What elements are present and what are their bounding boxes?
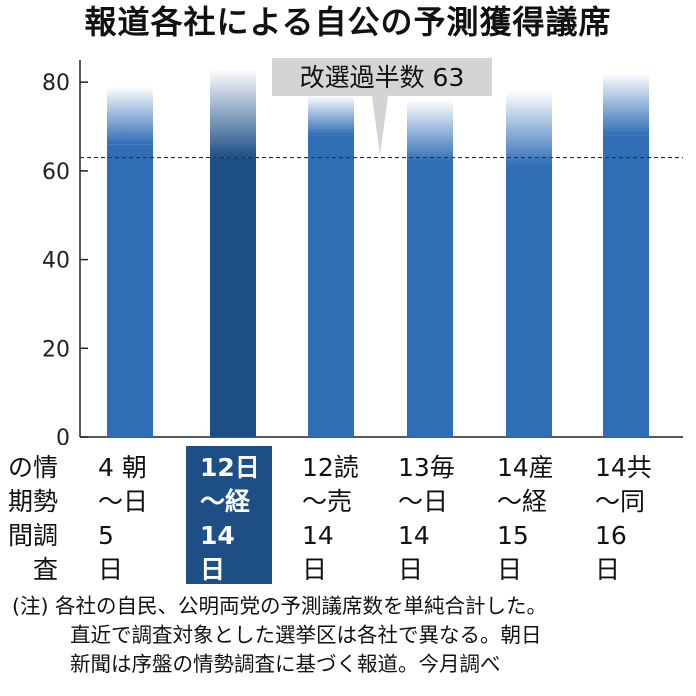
bar-solid-0 xyxy=(107,144,153,438)
row-header-line-1: の情 xyxy=(8,453,59,482)
row-header-line-4: 査 xyxy=(8,555,59,584)
y-tick-label-80: 80 xyxy=(42,71,70,96)
chart-title: 報道各社による自公の予測獲得議席 xyxy=(84,3,612,41)
category-label-nikkei: 12日 〜経 14 日 xyxy=(200,453,260,584)
row-header-line-2: 期勢 xyxy=(8,487,59,516)
category-label-yomiuri: 12読 〜売 14 日 xyxy=(302,453,359,584)
footnote: (注) 各社の自民、公明両党の予測議席数を単純合計した。 直近で調査対象とした選… xyxy=(12,592,547,679)
bar-solid-5 xyxy=(603,135,649,437)
footnote-line-3: 新聞は序盤の情勢調査に基づく報道。今月調べ xyxy=(70,652,501,676)
bars xyxy=(107,68,649,438)
bar-solid-3 xyxy=(407,162,453,437)
y-tick-label-0: 0 xyxy=(56,426,70,445)
footnote-line-1: (注) 各社の自民、公明両党の予測議席数を単純合計した。 xyxy=(12,594,548,618)
category-label-kyodo: 14共 〜同 16 日 xyxy=(595,453,652,584)
highlight-column-box xyxy=(186,446,272,584)
survey-period-header: の情 期勢 間調 査 xyxy=(8,451,58,587)
y-tick-label-40: 40 xyxy=(42,249,70,274)
bar-solid-4 xyxy=(506,166,552,437)
bar-range-4 xyxy=(506,91,552,167)
bar-range-2 xyxy=(308,95,354,136)
bar-range-3 xyxy=(407,99,453,163)
bar-chart: 0 20 40 60 80 改選過半数 63 xyxy=(42,58,683,445)
bar-range-5 xyxy=(603,73,649,136)
row-header-line-3: 間調 xyxy=(8,521,59,550)
majority-callout: 改選過半数 63 xyxy=(272,58,492,156)
bar-range-0 xyxy=(107,86,153,145)
bar-solid-1 xyxy=(210,157,256,437)
bar-range-1 xyxy=(210,68,256,158)
category-label-asahi: 4 朝〜日 5 日 xyxy=(98,453,149,584)
bar-solid-2 xyxy=(308,135,354,437)
category-label-mainichi: 13毎 〜日 14 日 xyxy=(398,453,455,584)
y-axis: 0 20 40 60 80 xyxy=(42,60,683,445)
footnote-line-2: 直近で調査対象とした選挙区は各社で異なる。朝日 xyxy=(70,623,542,647)
y-tick-label-20: 20 xyxy=(42,337,70,362)
callout-label: 改選過半数 63 xyxy=(300,63,465,92)
category-label-sankei: 14産 〜経 15 日 xyxy=(497,453,554,584)
y-tick-label-60: 60 xyxy=(42,160,70,185)
callout-box xyxy=(272,58,492,156)
